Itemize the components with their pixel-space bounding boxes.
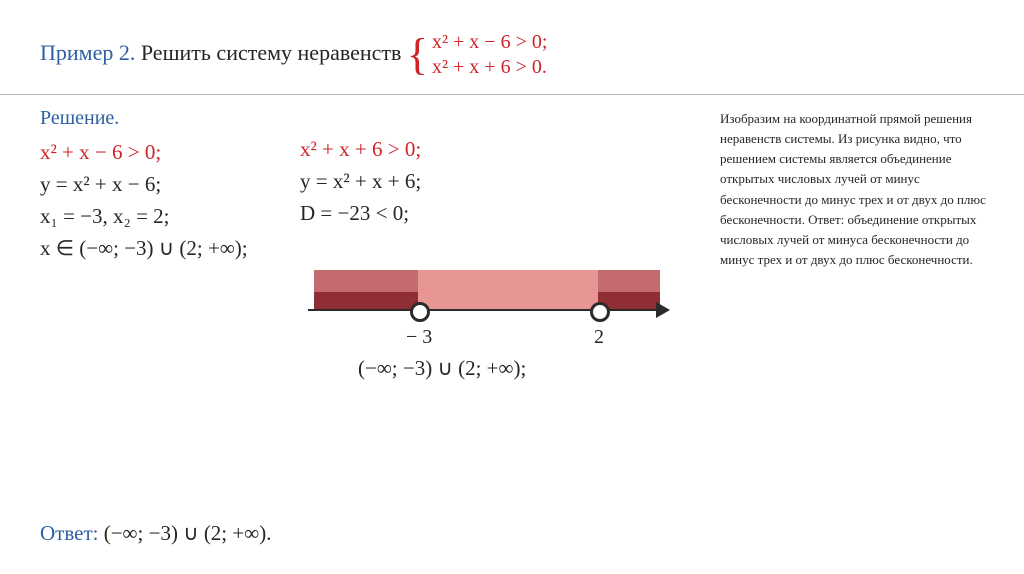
final-answer: Ответ: (−∞; −3) ∪ (2; +∞). <box>40 521 271 546</box>
mid-line-1: x² + x + 6 > 0; <box>300 137 720 162</box>
axis-line <box>308 309 668 311</box>
problem-prompt: Решить систему неравенств <box>141 40 402 65</box>
inner-pink-band <box>418 270 598 310</box>
left-line-4: x ∈ (−∞; −3) ∪ (2; +∞); <box>40 236 300 261</box>
left-line-2: y = x² + x − 6; <box>40 172 300 197</box>
interval-under-line: (−∞; −3) ∪ (2; +∞); <box>358 356 720 381</box>
number-line-diagram: − 3 2 <box>308 270 668 320</box>
arrow-right-icon <box>656 302 670 318</box>
answer-value: (−∞; −3) ∪ (2; +∞). <box>104 521 272 545</box>
explanation-body: Изобразим на координатной прямой решения… <box>720 111 986 267</box>
system-line-2: x² + x + 6 > 0. <box>432 55 547 80</box>
nl-label-b: 2 <box>594 326 604 349</box>
solution-title: Решение. <box>40 107 300 130</box>
lower-left-band <box>314 292 418 310</box>
answer-label: Ответ: <box>40 521 98 545</box>
open-point-a <box>410 302 430 322</box>
system-line-1: x² + x − 6 > 0; <box>432 30 547 55</box>
upper-left-band <box>314 270 418 292</box>
mid-line-2: y = x² + x + 6; <box>300 169 720 194</box>
system-brace: { x² + x − 6 > 0; x² + x + 6 > 0. <box>407 30 548 80</box>
explanation-text: Изобразим на координатной прямой решения… <box>720 107 995 381</box>
left-line-3: x₁ = −3, x₂ = 2; <box>40 204 300 229</box>
upper-right-band <box>598 270 660 292</box>
mid-line-3: D = −23 < 0; <box>300 201 720 226</box>
left-line-1: x² + x − 6 > 0; <box>40 140 300 165</box>
example-label: Пример 2. <box>40 40 135 65</box>
left-brace-icon: { <box>407 35 428 75</box>
open-point-b <box>590 302 610 322</box>
problem-header: Пример 2. Решить систему неравенств { x²… <box>0 0 1024 95</box>
nl-label-a: − 3 <box>406 326 432 349</box>
